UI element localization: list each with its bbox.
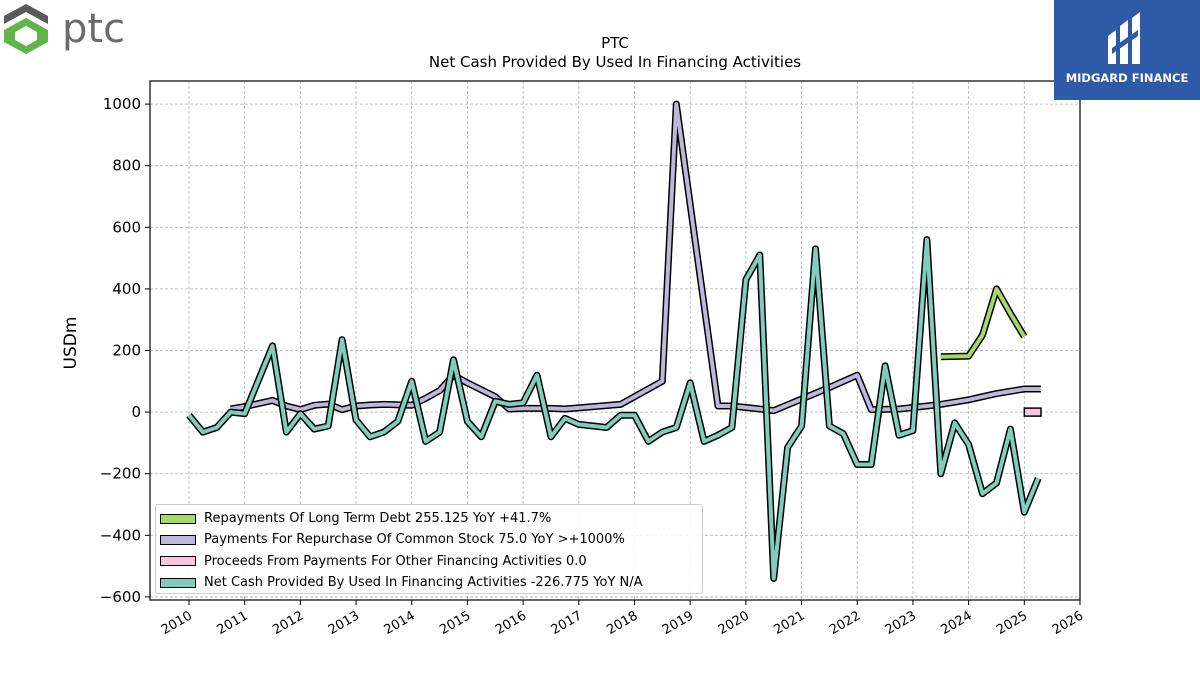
x-ticks: 2010 2011 2012 2013 2014 2015 2016 2017 2018 2019… [159,600,1086,638]
x-tick-label: 2016 [493,608,529,638]
midgard-logo-mark: MIDGARD FINANCE [1066,12,1189,85]
chart-title: PTC [601,34,629,52]
y-axis-label: USDm [61,317,81,370]
y-tick-label: −200 [100,465,141,483]
legend-swatch-net-cash [160,577,196,588]
legend-label-repurchase: Payments For Repurchase Of Common Stock … [204,532,625,548]
y-tick-label: −400 [100,526,141,544]
y-tick-label: −600 [100,588,141,606]
legend-label-net-cash: Net Cash Provided By Used In Financing A… [204,575,643,591]
midgard-finance-logo: MIDGARD FINANCE [1054,0,1200,100]
ptc-logo-mark-grey [4,4,48,24]
chart-subtitle: Net Cash Provided By Used In Financing A… [429,53,801,71]
series-line-proceeds-from-payments-for-other-financing-activities [1023,407,1042,417]
ptc-logo: ptc [4,4,125,54]
y-tick-label: 800 [112,157,141,175]
x-tick-label: 2022 [827,608,863,638]
x-tick-label: 2020 [716,608,752,638]
x-tick-label: 2019 [660,608,696,638]
x-tick-label: 2010 [159,608,195,638]
series-layer [186,100,1042,582]
x-tick-label: 2013 [326,608,362,638]
ptc-logo-text: ptc [62,6,125,52]
x-tick-label: 2017 [549,608,585,638]
legend-item-repurchase: Payments For Repurchase Of Common Stock … [160,529,702,550]
y-tick-label: 1000 [103,95,141,113]
legend-label-other-financing: Proceeds From Payments For Other Financi… [204,553,587,569]
series-line-net-cash-provided-by-used-in-financing-activities [187,237,1041,581]
x-tick-label: 2018 [604,608,640,638]
legend-swatch-repurchase [160,534,196,545]
series-line-repayments-of-long-term-debt [940,286,1027,359]
y-tick-label: 400 [112,280,141,298]
x-tick-label: 2015 [437,608,473,638]
legend-item-net-cash: Net Cash Provided By Used In Financing A… [160,572,702,593]
y-ticks: −600 −400 −200 0 200 400 600 800 1000 [100,95,150,606]
y-tick-label: 200 [112,342,141,360]
legend: Repayments Of Long Term Debt 255.125 YoY… [155,504,703,594]
x-tick-label: 2026 [1050,608,1086,638]
series-outline-repayments-of-long-term-debt [940,285,1028,361]
y-tick-label: 0 [131,403,141,421]
x-tick-label: 2014 [382,608,418,638]
x-tick-label: 2023 [883,608,919,638]
legend-item-other-financing: Proceeds From Payments For Other Financi… [160,551,702,572]
midgard-logo-text: MIDGARD FINANCE [1066,71,1189,85]
x-tick-label: 2011 [215,608,251,638]
x-tick-label: 2012 [270,608,306,638]
x-tick-label: 2021 [771,608,807,638]
ptc-logo-mark-inner [15,26,37,46]
legend-swatch-other-financing [160,556,196,567]
legend-label-repayments: Repayments Of Long Term Debt 255.125 YoY… [204,511,552,527]
x-tick-label: 2024 [938,608,974,638]
plot-frame [149,80,1081,601]
y-tick-label: 600 [112,218,141,236]
legend-item-repayments: Repayments Of Long Term Debt 255.125 YoY… [160,508,702,529]
legend-swatch-repayments [160,513,196,524]
x-tick-label: 2025 [994,608,1030,638]
